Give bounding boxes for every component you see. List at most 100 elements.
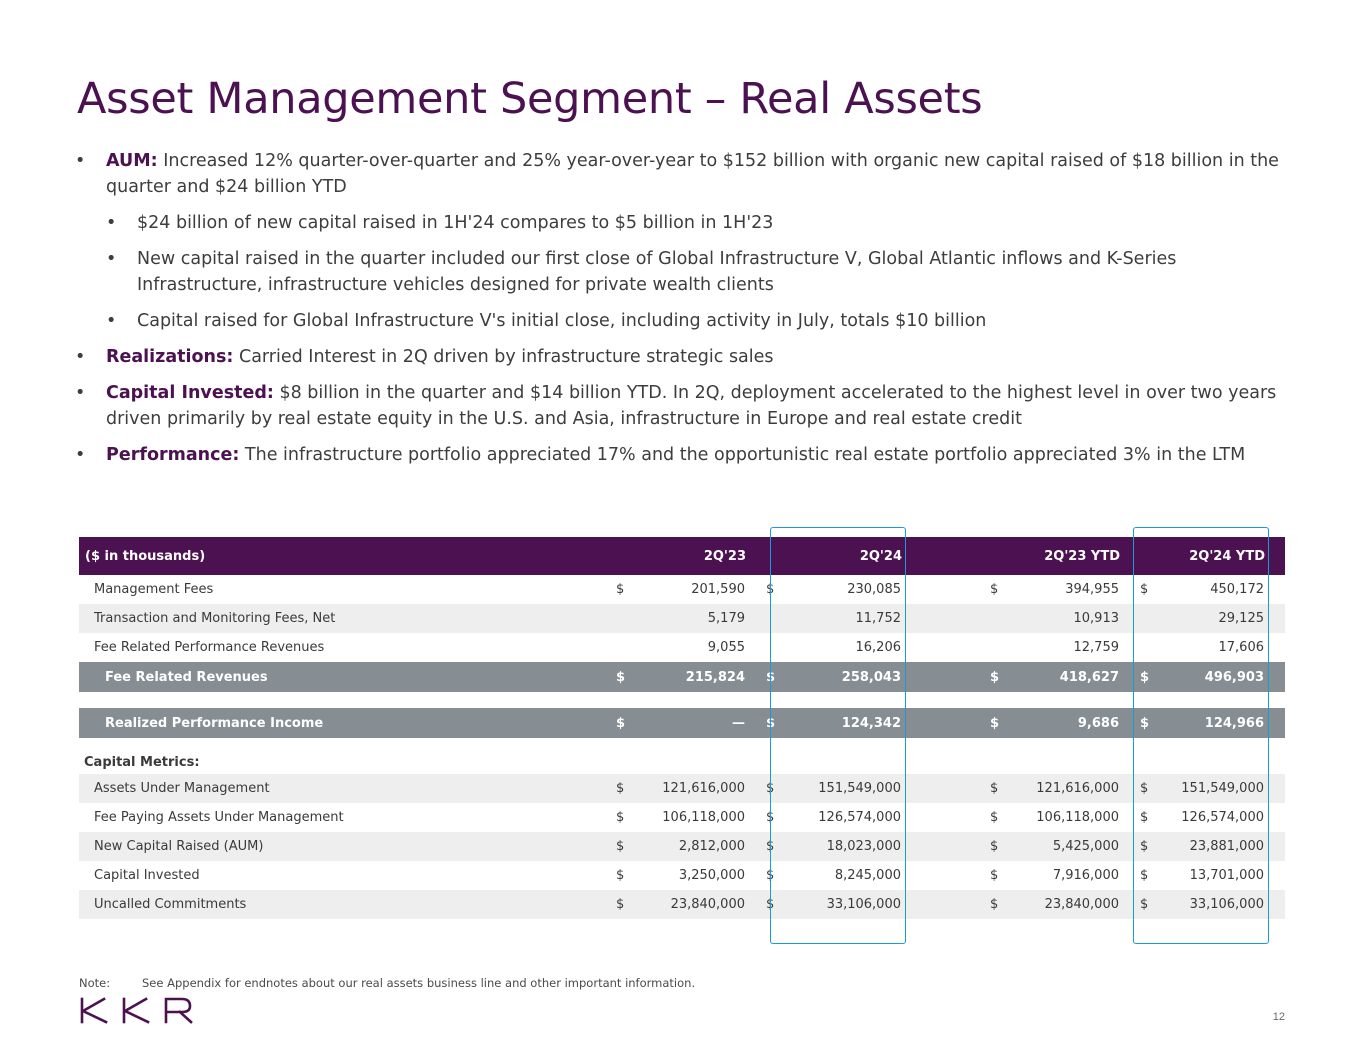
bullet-aum: • AUM: Increased 12% quarter-over-quarter…: [75, 148, 1290, 200]
cell-value: 12,759: [1073, 640, 1120, 655]
row-label: Fee Related Performance Revenues: [94, 640, 325, 655]
summary-bullets: • AUM: Increased 12% quarter-over-quarter…: [75, 148, 1290, 478]
bullet-text: $24 billion of new capital raised in 1H'…: [137, 213, 774, 233]
cell-value: 215,824: [627, 662, 766, 692]
cell-value: 13,701,000: [1189, 868, 1264, 883]
currency-symbol: $: [990, 662, 1001, 692]
cell-value: 151,549,000: [1156, 774, 1285, 803]
bullet-text: Increased 12% quarter-over-quarter and 2…: [106, 151, 1279, 197]
cell-value: 11,752: [782, 604, 922, 633]
table-row-fee-related-performance: Fee Related Performance Revenues 9,055 1…: [79, 633, 1285, 662]
row-label: Fee Related Revenues: [79, 662, 616, 692]
table-row-fee-related-revenues: Fee Related Revenues $ 215,824 $ 258,043…: [79, 662, 1285, 692]
currency-symbol: $: [1140, 810, 1149, 825]
bullet-lead: AUM:: [106, 151, 158, 171]
cell-value: 121,616,000: [1001, 774, 1140, 803]
cell-value: 124,342: [782, 708, 922, 738]
row-label: Transaction and Monitoring Fees, Net: [79, 604, 616, 633]
currency-symbol: $: [1140, 708, 1156, 738]
cell-value: 124,966: [1156, 708, 1285, 738]
currency-symbol: $: [1140, 832, 1156, 861]
currency-symbol: $: [616, 890, 627, 919]
cell-value: 3,250,000: [678, 868, 745, 883]
cell-value: 7,916,000: [1052, 868, 1119, 883]
cell-value: 9,686: [1001, 708, 1140, 738]
column-header: 2Q'23 YTD: [1001, 537, 1140, 575]
column-header: 2Q'23: [627, 537, 766, 575]
currency-symbol: $: [990, 708, 1001, 738]
bullet-dot: •: [106, 213, 117, 233]
cell-value: 126,574,000: [1181, 810, 1264, 825]
bullet-realizations: • Realizations: Carried Interest in 2Q dr…: [75, 344, 1290, 370]
highlight-box-2q24-ytd: [1133, 527, 1269, 944]
cell-value: 23,840,000: [627, 890, 766, 919]
section-label: Capital Metrics:: [84, 755, 200, 770]
currency-symbol: $: [990, 810, 999, 825]
row-label: Assets Under Management: [79, 774, 616, 803]
cell-value: 18,023,000: [782, 832, 922, 861]
cell-value: 258,043: [782, 662, 922, 692]
cell-value: 230,085: [847, 582, 901, 597]
currency-symbol: $: [1140, 662, 1156, 692]
sub-bullet-1h24: • $24 billion of new capital raised in 1H…: [106, 210, 1290, 236]
row-label: Management Fees: [94, 582, 214, 597]
table-row-uncalled-commitments: Uncalled Commitments $ 23,840,000 $ 33,1…: [79, 890, 1285, 919]
note-text: See Appendix for endnotes about our real…: [142, 976, 696, 990]
page-title: Asset Management Segment – Real Assets: [77, 74, 983, 124]
sub-bullet-infrastructure-v: • Capital raised for Global Infrastructur…: [106, 308, 1290, 334]
cell-value: 2,812,000: [627, 832, 766, 861]
cell-value: 394,955: [1065, 582, 1119, 597]
table-row-management-fees: Management Fees $ 201,590 $ 230,085 $ 39…: [79, 575, 1285, 604]
row-label: Uncalled Commitments: [79, 890, 616, 919]
cell-value: 106,118,000: [1036, 810, 1119, 825]
bullet-dot: •: [75, 151, 86, 171]
bullet-dot: •: [75, 383, 86, 403]
cell-value: 450,172: [1210, 582, 1264, 597]
page-number: 12: [1272, 1011, 1285, 1023]
currency-symbol: $: [616, 662, 627, 692]
cell-value: 418,627: [1001, 662, 1140, 692]
bullet-text: New capital raised in the quarter includ…: [137, 249, 1177, 295]
cell-value: 23,881,000: [1156, 832, 1285, 861]
table-row-aum: Assets Under Management $ 121,616,000 $ …: [79, 774, 1285, 803]
cell-value: 5,179: [627, 604, 766, 633]
bullet-dot: •: [75, 347, 86, 367]
cell-value: 17,606: [1218, 640, 1265, 655]
note-label: Note:: [79, 976, 111, 990]
currency-symbol: $: [616, 868, 625, 883]
bullet-dot: •: [106, 311, 117, 331]
table-spacer: [79, 692, 1285, 708]
row-label: New Capital Raised (AUM): [79, 832, 616, 861]
cell-value: 23,840,000: [1001, 890, 1140, 919]
cell-value: 496,903: [1156, 662, 1285, 692]
bullet-lead: Capital Invested:: [106, 383, 274, 403]
currency-symbol: $: [1140, 868, 1149, 883]
currency-symbol: $: [990, 890, 1001, 919]
currency-symbol: $: [1140, 774, 1156, 803]
currency-symbol: $: [1140, 890, 1156, 919]
currency-symbol: $: [616, 810, 625, 825]
cell-value: 33,106,000: [782, 890, 922, 919]
currency-symbol: $: [990, 868, 999, 883]
currency-symbol: $: [616, 582, 625, 597]
row-label: Fee Paying Assets Under Management: [94, 810, 344, 825]
cell-value: 126,574,000: [818, 810, 901, 825]
table-row-fpaum: Fee Paying Assets Under Management $ 106…: [79, 803, 1285, 832]
currency-symbol: $: [990, 774, 1001, 803]
cell-value: 16,206: [855, 640, 902, 655]
currency-symbol: $: [1140, 582, 1149, 597]
table-row-new-capital-raised: New Capital Raised (AUM) $ 2,812,000 $ 1…: [79, 832, 1285, 861]
cell-value: 5,425,000: [1001, 832, 1140, 861]
cell-value: 106,118,000: [662, 810, 745, 825]
cell-value: 9,055: [707, 640, 745, 655]
bullet-lead: Performance:: [106, 445, 240, 465]
table-row-capital-invested: Capital Invested $ 3,250,000 $ 8,245,000…: [79, 861, 1285, 890]
financial-table: ($ in thousands) 2Q'23 2Q'24 2Q'23 YTD 2…: [79, 537, 1285, 919]
column-header: 2Q'24 YTD: [1156, 537, 1285, 575]
table-row-transaction-fees: Transaction and Monitoring Fees, Net 5,1…: [79, 604, 1285, 633]
bullet-performance: • Performance: The infrastructure portfol…: [75, 442, 1290, 468]
bullet-dot: •: [75, 445, 86, 465]
bullet-text: $8 billion in the quarter and $14 billio…: [106, 383, 1277, 429]
cell-value: 29,125: [1156, 604, 1285, 633]
cell-value: 201,590: [691, 582, 745, 597]
